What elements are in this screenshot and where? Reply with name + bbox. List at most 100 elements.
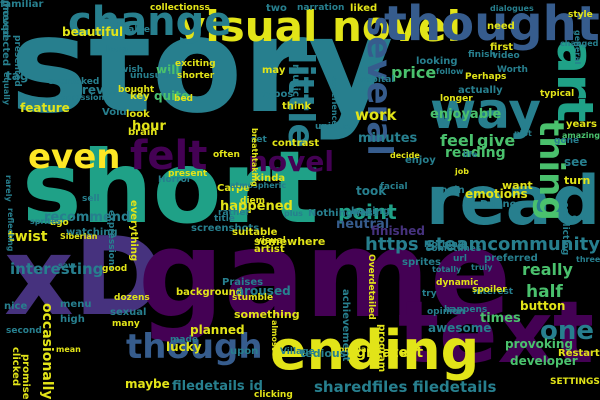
- cloud-word: typos: [262, 89, 294, 100]
- cloud-word: neutral: [336, 217, 390, 232]
- cloud-word: follow: [436, 67, 464, 76]
- cloud-word: watching: [66, 227, 118, 238]
- cloud-word: thing: [531, 120, 571, 221]
- cloud-word: menu: [60, 299, 92, 310]
- cloud-word: dialogues: [490, 4, 534, 13]
- cloud-word: short: [22, 129, 319, 246]
- cloud-word: minutes: [358, 131, 418, 146]
- cloud-word: Siberian: [60, 232, 98, 241]
- cloud-word: many: [112, 319, 140, 329]
- cloud-word: first: [490, 42, 514, 53]
- cloud-word: price: [391, 63, 437, 82]
- cloud-word: interesting: [10, 260, 104, 278]
- cloud-word: url: [453, 254, 467, 264]
- cloud-word: half: [526, 282, 563, 302]
- cloud-word: mean: [56, 345, 81, 354]
- cloud-word: job: [455, 167, 469, 176]
- cloud-word: will: [156, 63, 180, 77]
- cloud-word: good: [102, 264, 128, 274]
- cloud-word: way: [430, 82, 541, 140]
- cloud-word: contrast: [272, 138, 320, 149]
- cloud-word: made: [170, 335, 198, 345]
- cloud-word: equally: [2, 72, 11, 105]
- cloud-word: twist: [8, 229, 48, 245]
- cloud-word: Horror: [158, 175, 192, 185]
- cloud-word: Void: [102, 107, 127, 118]
- cloud-word: experience: [330, 76, 339, 126]
- cloud-word: truly: [471, 263, 493, 272]
- cloud-word: high: [60, 314, 85, 325]
- cloud-word: developer: [510, 354, 578, 368]
- cloud-word: general: [573, 30, 582, 65]
- cloud-word: Village: [280, 347, 315, 357]
- cloud-word: planned: [190, 323, 245, 337]
- cloud-word: rarely: [4, 175, 13, 202]
- cloud-word: art: [546, 40, 600, 123]
- cloud-word: finish: [468, 50, 496, 60]
- cloud-word: conflicting: [560, 202, 570, 256]
- cloud-word: upon: [230, 346, 259, 357]
- cloud-word: background: [176, 287, 243, 298]
- cloud-word: though: [126, 327, 263, 367]
- cloud-word: breathtaking: [250, 128, 259, 187]
- cloud-word: visual novel: [178, 2, 462, 51]
- cloud-word: key: [130, 91, 150, 102]
- cloud-word: little: [280, 52, 321, 148]
- cloud-word: title: [214, 214, 235, 224]
- cloud-word: need: [487, 21, 515, 32]
- cloud-word: stumble: [232, 293, 274, 303]
- cloud-word: expressions: [106, 210, 116, 271]
- cloud-word: aroused: [236, 284, 291, 298]
- cloud-word: changed: [560, 39, 599, 48]
- cloud-word: clicking: [254, 390, 293, 400]
- cloud-word: promise: [20, 354, 31, 400]
- cloud-word: Nothingness: [308, 208, 379, 219]
- cloud-word: shorter: [177, 71, 215, 81]
- cloud-word: main: [437, 185, 465, 196]
- cloud-word: narration: [297, 3, 345, 13]
- cloud-word: capital: [360, 75, 395, 85]
- cloud-word: filedetails id: [172, 379, 263, 394]
- cloud-word: recommend: [44, 210, 131, 225]
- cloud-word: work: [355, 106, 397, 124]
- cloud-word: typical: [540, 89, 575, 99]
- cloud-word: everything: [128, 200, 139, 262]
- cloud-word: enjoy: [405, 155, 436, 166]
- cloud-word: beautiful: [62, 25, 124, 39]
- cloud-word: preferred: [484, 253, 538, 264]
- cloud-word: suitable: [232, 227, 278, 238]
- cloud-word: look: [126, 109, 150, 120]
- cloud-word: Worth: [497, 65, 528, 75]
- cloud-word: times: [480, 311, 521, 326]
- cloud-word: presented: [12, 35, 22, 87]
- cloud-word: complaint: [334, 345, 379, 354]
- cloud-word: diem: [240, 196, 266, 206]
- cloud-word: occasionally: [39, 303, 55, 400]
- cloud-word: bed: [174, 94, 193, 104]
- cloud-word: one: [540, 316, 595, 346]
- cloud-word: Nothing: [424, 240, 465, 250]
- cloud-word: greatest: [356, 345, 424, 361]
- cloud-word: sometimes: [426, 244, 482, 254]
- cloud-word: Perhaps: [465, 72, 507, 82]
- cloud-word: Overdetailed: [366, 254, 376, 320]
- cloud-word: point: [338, 200, 397, 224]
- cloud-word: hour: [132, 119, 166, 134]
- cloud-word: music: [290, 64, 301, 97]
- cloud-word: turn: [564, 174, 591, 187]
- cloud-word: took: [356, 184, 387, 198]
- cloud-word: Praises: [222, 277, 264, 288]
- cloud-word: emotions: [465, 187, 528, 201]
- cloud-word: feature: [20, 101, 70, 115]
- cloud-word: go: [400, 347, 415, 358]
- cloud-word: moved: [0, 0, 11, 38]
- cloud-word: video: [492, 51, 520, 61]
- cloud-word: looking: [416, 56, 458, 67]
- cloud-word: sexual: [110, 307, 147, 318]
- cloud-word: plus: [284, 209, 303, 218]
- cloud-word: wish: [120, 65, 144, 75]
- cloud-word: really: [522, 260, 573, 279]
- cloud-word: dynamic: [436, 278, 479, 288]
- cloud-word: second: [6, 326, 42, 336]
